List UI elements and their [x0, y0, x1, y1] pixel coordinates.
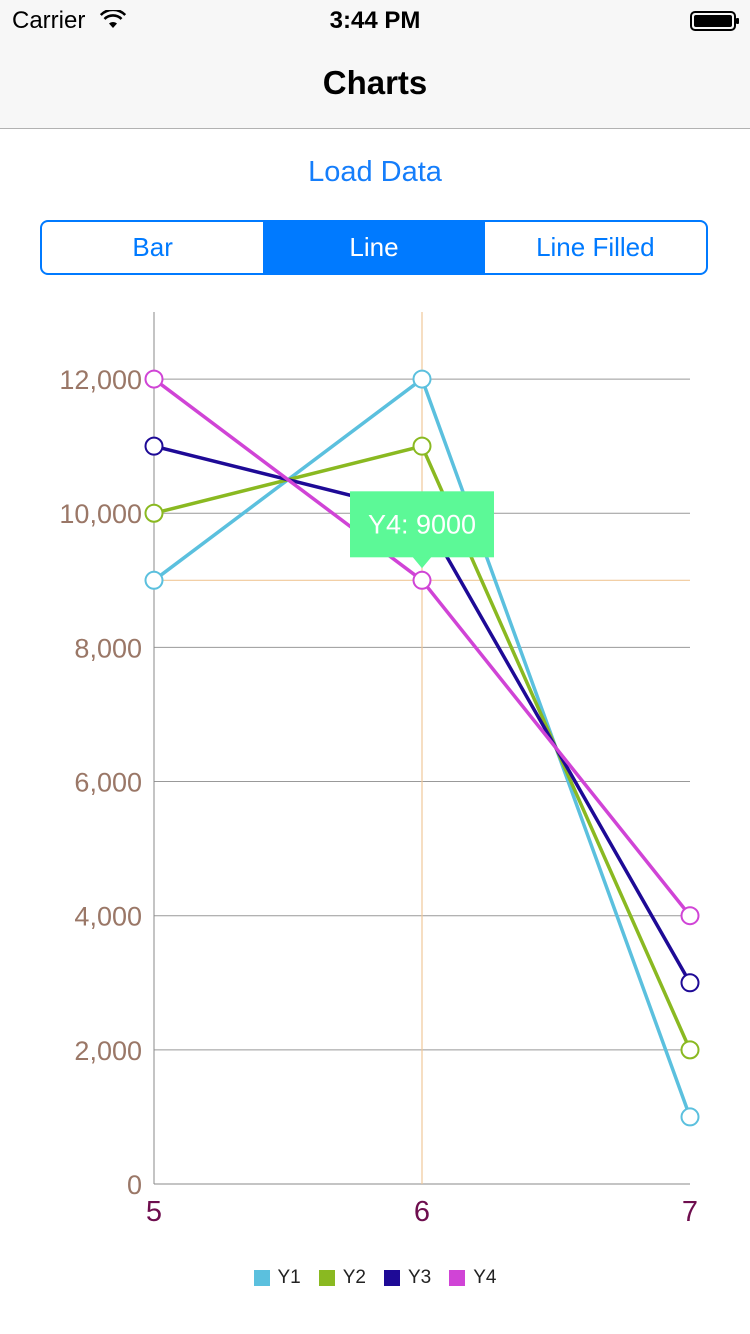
legend-label-y4: Y4: [473, 1267, 497, 1288]
status-time: 3:44 PM: [329, 7, 421, 34]
y-tick-label-0: 0: [127, 1170, 142, 1200]
y-tick-label-6000: 6,000: [74, 768, 142, 798]
segment-line-filled[interactable]: Line Filled: [536, 232, 655, 262]
legend-swatch-y4: [449, 1270, 466, 1286]
y-tick-label-12000: 12,000: [59, 365, 142, 395]
page-title: Charts: [322, 64, 428, 101]
data-point-y3-x5[interactable]: [144, 436, 164, 456]
y-tick-label-10000: 10,000: [59, 499, 142, 529]
data-point-y2-x7[interactable]: [680, 1040, 700, 1060]
legend-item-y3: Y3: [384, 1267, 431, 1289]
data-point-y2-x5[interactable]: [144, 503, 164, 523]
y-tick-label-8000: 8,000: [74, 633, 142, 663]
data-point-y4-x5[interactable]: [144, 369, 164, 389]
data-point-y1-x5[interactable]: [144, 570, 164, 590]
segment-line[interactable]: Line: [263, 222, 485, 273]
x-tick-label-6: 6: [414, 1196, 430, 1228]
legend-swatch-y1: [253, 1270, 270, 1286]
data-point-y4-x6[interactable]: [412, 570, 432, 590]
battery-icon: [690, 11, 739, 31]
legend-swatch-y2: [318, 1270, 335, 1286]
line-chart[interactable]: 0 2,000 4,000 6,000 8,000 10,000 12,000 5 6 7 Y4: …: [0, 300, 750, 1300]
x-tick-label-5: 5: [146, 1196, 162, 1228]
legend-label-y2: Y2: [342, 1267, 366, 1288]
legend-label-y1: Y1: [277, 1267, 301, 1288]
legend-item-y1: Y1: [253, 1267, 301, 1289]
load-data-button[interactable]: Load Data: [308, 156, 442, 188]
tooltip-box: [350, 491, 494, 558]
navigation-bar: Carrier 3:44 PM Charts: [0, 0, 750, 129]
data-point-y1-x7[interactable]: [680, 1107, 700, 1127]
data-point-y3-x7[interactable]: [680, 973, 700, 993]
tooltip-pointer: [412, 556, 432, 569]
data-point-y4-x7[interactable]: [680, 906, 700, 926]
data-point-y2-x6[interactable]: [412, 436, 432, 456]
data-point-y1-x6[interactable]: [412, 369, 432, 389]
legend-swatch-y3: [384, 1270, 400, 1286]
tooltip-text: Y4: 9000: [368, 509, 476, 539]
carrier-label: Carrier: [12, 7, 86, 34]
y-tick-label-2000: 2,000: [74, 1036, 142, 1066]
x-tick-label-7: 7: [682, 1196, 698, 1228]
legend-item-y2: Y2: [318, 1267, 366, 1289]
wifi-icon: [100, 10, 126, 28]
status-bar: Carrier 3:44 PM: [0, 0, 750, 40]
segment-bar[interactable]: Bar: [132, 232, 173, 262]
legend-label-y3: Y3: [408, 1267, 432, 1288]
chart-type-segmented-control: Bar Line Line Filled: [40, 220, 708, 275]
y-tick-label-4000: 4,000: [74, 902, 142, 932]
chart-legend: Y1 Y2 Y3 Y4: [0, 1266, 750, 1290]
legend-item-y4: Y4: [449, 1267, 497, 1289]
